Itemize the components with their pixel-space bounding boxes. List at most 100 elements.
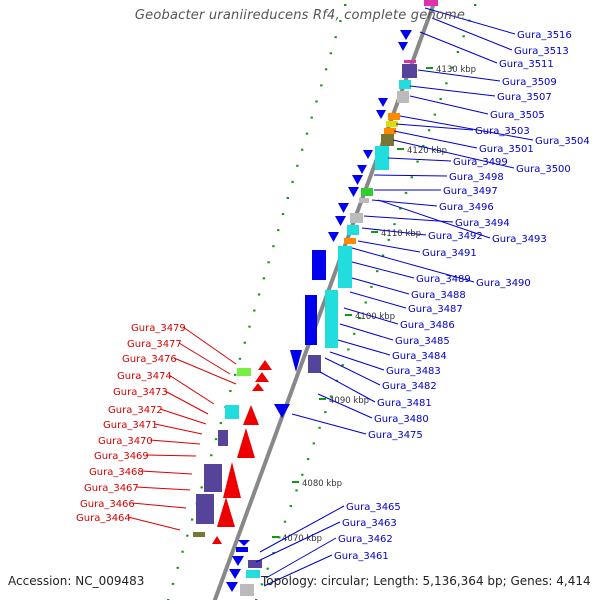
forward-label-leader — [263, 554, 333, 587]
reverse-gene-block — [218, 430, 228, 446]
forward-gene-label: Gura_3465 — [346, 502, 401, 513]
forward-gene-arrow — [238, 540, 250, 546]
guide-dot — [329, 52, 333, 55]
guide-dot — [210, 454, 213, 457]
forward-gene-label: Gura_3484 — [392, 351, 447, 362]
forward-gene-arrow — [357, 165, 367, 174]
forward-label-leader — [255, 521, 341, 563]
guide-dot — [341, 364, 344, 367]
forward-gene-label: Gura_3486 — [400, 320, 455, 331]
guide-dot — [456, 50, 460, 53]
guide-dot — [324, 68, 328, 71]
reverse-label-leader — [168, 374, 215, 405]
forward-gene-label: Gura_3483 — [386, 366, 441, 377]
guide-dot — [229, 389, 232, 392]
forward-gene-arrow — [226, 582, 238, 592]
forward-gene-label: Gura_3511 — [499, 59, 554, 70]
reverse-gene-arrow — [223, 462, 241, 498]
forward-gene-label: Gura_3503 — [475, 126, 530, 137]
forward-gene-label: Gura_3488 — [411, 290, 466, 301]
forward-gene-arrow — [232, 556, 244, 566]
forward-gene-block — [424, 0, 438, 6]
guide-dot — [281, 213, 285, 216]
forward-gene-block — [312, 250, 326, 280]
guide-dot — [305, 132, 309, 135]
guide-dot — [410, 176, 414, 179]
reverse-gene-arrow — [217, 497, 235, 527]
guide-dot — [318, 426, 321, 429]
forward-label-leader — [431, 17, 513, 51]
forward-gene-block — [338, 246, 352, 288]
guide-dot — [320, 84, 323, 87]
forward-gene-arrow — [352, 175, 363, 185]
forward-gene-label: Gura_3489 — [416, 274, 471, 285]
forward-gene-block — [347, 225, 359, 235]
guide-dot — [301, 473, 304, 476]
forward-gene-label: Gura_3513 — [514, 46, 569, 57]
scale-label: 4070 kbp — [282, 534, 322, 544]
forward-label-leader — [395, 123, 474, 131]
forward-gene-arrow — [229, 569, 241, 579]
forward-gene-label: Gura_3497 — [443, 186, 498, 197]
guide-dot — [291, 180, 294, 183]
forward-gene-label: Gura_3496 — [439, 202, 494, 213]
forward-gene-block — [246, 570, 260, 578]
reverse-gene-block — [225, 405, 239, 419]
guide-dot — [176, 566, 179, 569]
reverse-gene-label: Gura_3467 — [84, 483, 139, 494]
forward-gene-label: Gura_3482 — [382, 381, 437, 392]
forward-gene-block — [384, 128, 396, 134]
forward-gene-block — [404, 60, 416, 63]
guide-dot — [312, 442, 316, 445]
guide-dot — [286, 196, 289, 199]
reverse-label-leader — [164, 390, 209, 415]
forward-gene-label: Gura_3462 — [338, 534, 393, 545]
forward-label-leader — [357, 240, 421, 253]
guide-dot — [450, 66, 454, 69]
guide-dot — [329, 395, 333, 398]
reverse-gene-arrow — [243, 405, 259, 425]
guide-dot — [219, 422, 223, 425]
forward-label-leader — [424, 7, 516, 35]
guide-dot — [233, 373, 237, 376]
forward-label-leader — [399, 115, 534, 141]
guide-dot — [243, 341, 246, 344]
guide-dot — [310, 116, 313, 119]
forward-label-leader — [339, 323, 394, 341]
forward-gene-block — [397, 91, 409, 103]
reverse-gene-label: Gura_3470 — [98, 436, 153, 447]
guide-dot — [344, 4, 347, 6]
guide-dot — [381, 254, 385, 257]
guide-dot — [267, 261, 270, 264]
guide-dot — [416, 160, 419, 163]
forward-label-leader — [409, 95, 489, 115]
reverse-gene-block — [237, 368, 251, 376]
reverse-label-leader — [149, 439, 201, 445]
guide-dot — [257, 293, 261, 296]
guide-dot — [283, 520, 287, 523]
forward-gene-block — [359, 198, 369, 203]
reverse-label-leader — [145, 454, 197, 457]
forward-label-leader — [371, 199, 438, 207]
forward-label-leader — [259, 505, 345, 553]
guide-dot — [266, 567, 269, 570]
reverse-gene-arrow — [252, 383, 264, 391]
guide-dot — [352, 332, 356, 335]
forward-label-leader — [343, 307, 399, 325]
forward-label-leader — [351, 277, 410, 295]
forward-gene-label: Gura_3501 — [479, 144, 534, 155]
forward-label-leader — [324, 357, 381, 386]
reverse-label-leader — [173, 357, 237, 385]
forward-gene-block — [350, 213, 363, 223]
forward-label-leader — [392, 139, 515, 169]
forward-gene-arrow — [274, 404, 290, 418]
forward-gene-block — [236, 547, 248, 552]
guide-dot — [260, 583, 264, 586]
reverse-gene-arrow — [212, 536, 222, 544]
forward-gene-block — [325, 290, 338, 348]
reverse-gene-label: Gura_3477 — [127, 339, 182, 350]
forward-gene-label: Gura_3516 — [517, 30, 572, 41]
forward-gene-arrow — [400, 30, 412, 40]
